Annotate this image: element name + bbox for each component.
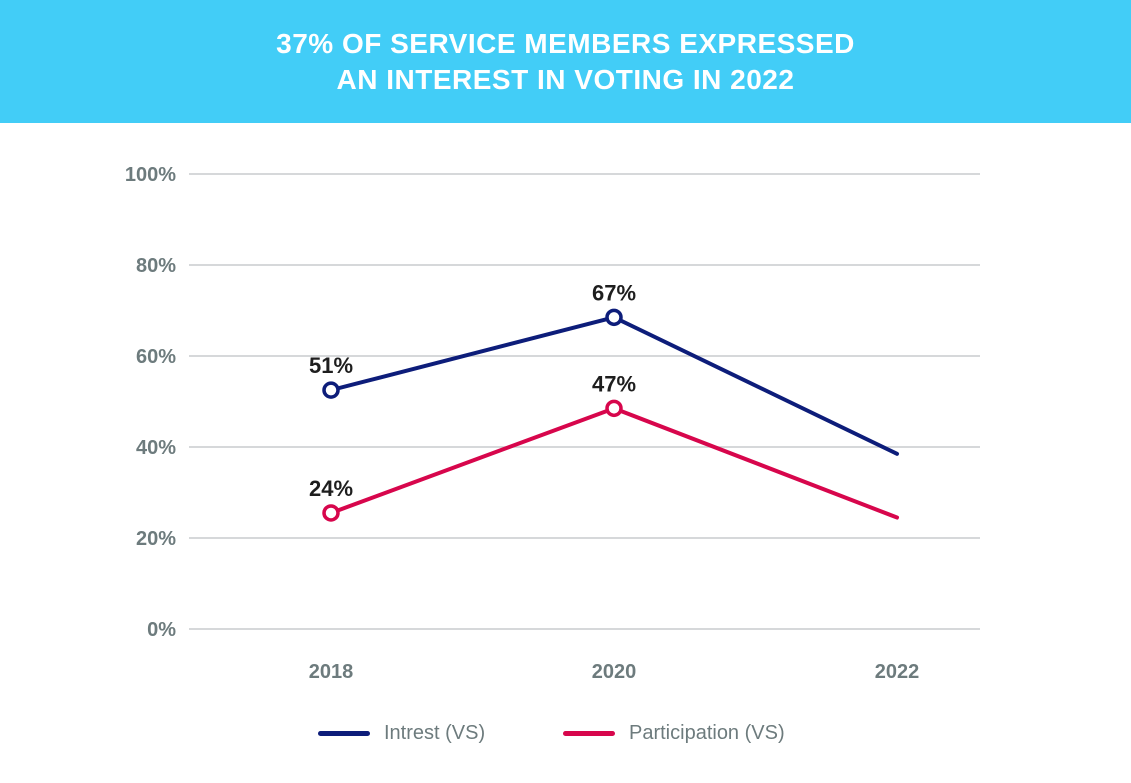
chart-title-line-2: AN INTEREST IN VOTING IN 2022 [336,63,795,95]
legend-item-intrest: Intrest (VS) [318,718,485,748]
legend-swatch-participation [563,730,615,736]
title-banner: 37% OF SERVICE MEMBERS EXPRESSED AN INTE… [0,0,1131,123]
x-tick-label: 2018 [309,661,354,683]
chart-title-line-1: 37% OF SERVICE MEMBERS EXPRESSED [276,27,855,59]
data-point [605,308,623,327]
y-tick-label: 20% [136,528,176,550]
data-label: 51% [309,353,353,378]
y-tick-label: 80% [136,255,176,277]
legend-label-participation: Participation (VS) [629,721,785,744]
data-point [322,381,340,399]
data-label: 67% [592,280,636,305]
data-label: 24% [309,476,353,501]
legend: Intrest (VS) Participation (VS) [0,718,1131,748]
legend-swatch-intrest [318,730,370,736]
x-tick-label: 2020 [592,661,637,683]
y-tick-label: 100% [125,164,176,186]
x-tick-label: 2022 [875,661,920,683]
legend-label-intrest: Intrest (VS) [384,721,486,744]
data-label: 47% [592,371,636,396]
legend-item-participation: Participation (VS) [563,718,785,748]
data-point [322,504,340,522]
series-line-1 [329,406,899,520]
data-point [605,399,623,418]
y-tick-label: 60% [136,346,176,368]
y-tick-label: 0% [147,619,176,641]
y-tick-label: 40% [136,437,176,459]
